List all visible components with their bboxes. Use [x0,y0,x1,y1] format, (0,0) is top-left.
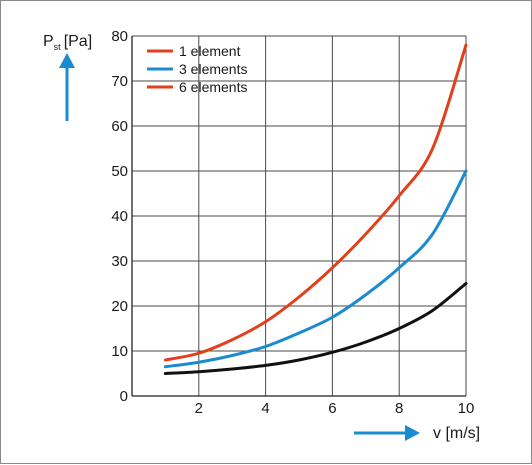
y-tick-label: 20 [111,298,128,315]
x-tick-label: 2 [195,400,203,417]
series-lines [163,43,468,375]
series-line-1 [163,43,468,362]
y-axis-arrow-icon [59,53,75,121]
grid [132,35,467,396]
x-axis-arrow-icon [354,425,420,441]
tick-labels: 0 10 20 30 40 50 60 70 80 2 4 6 8 10 [111,28,474,417]
y-axis-label-unit: [Pa] [64,33,92,50]
y-axis-label-sub: st [54,42,62,52]
x-tick-label: 10 [458,400,475,417]
axes [131,36,466,397]
x-tick-label: 6 [328,400,336,417]
y-tick-label: 50 [111,163,128,180]
legend-label: 3 elements [179,61,247,77]
x-axis-label: v [m/s] [433,425,480,442]
y-tick-label: 0 [120,388,128,405]
y-tick-label: 80 [111,28,128,45]
y-tick-label: 10 [111,343,128,360]
series-line-3 [163,282,468,375]
x-tick-label: 8 [395,400,403,417]
y-axis-label-main: P [43,33,54,50]
x-arrow-head [405,425,420,441]
y-tick-label: 60 [111,118,128,135]
y-arrow-head [59,53,75,68]
y-tick-label: 30 [111,253,128,270]
x-tick-label: 4 [261,400,269,417]
legend: 1 element 3 elements 6 elements [147,43,247,95]
legend-label: 1 element [179,43,241,59]
legend-label: 6 elements [179,79,247,95]
y-tick-label: 70 [111,73,128,90]
y-axis-label: Pst [Pa] [43,33,92,52]
series-line-2 [163,169,468,369]
y-tick-label: 40 [111,208,128,225]
